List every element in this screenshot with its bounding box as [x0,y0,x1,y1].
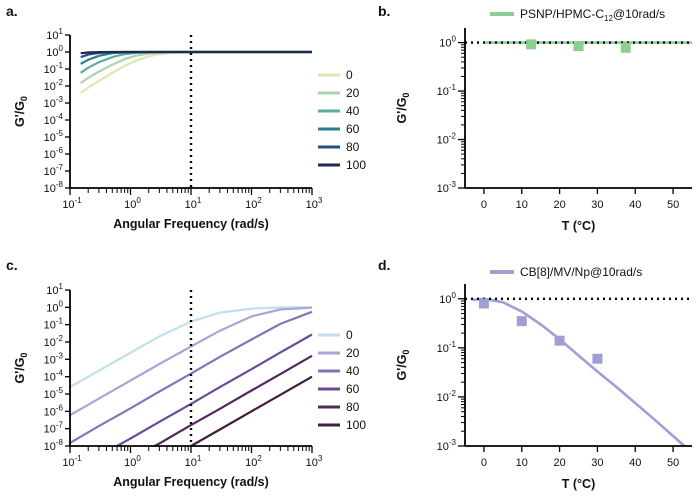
series-line-100 [190,375,313,447]
data-point [554,335,565,346]
y-axis-label: G'/G0 [395,350,411,381]
data-point [478,298,489,309]
legend-label: 60 [346,382,360,396]
x-tick-label: 40 [629,199,641,211]
y-tick-label: 10-3 [437,180,457,195]
x-tick-label: 50 [667,457,679,469]
y-tick-label: 10-7 [44,163,64,178]
legend-label: 100 [346,418,366,432]
x-axis-label: T (°C) [562,477,595,491]
y-tick-label: 10-2 [44,334,64,349]
series-line-20 [69,306,313,417]
y-axis-label: G'/G0 [13,353,29,384]
x-tick-label: 30 [591,457,603,469]
legend-label: 0 [346,328,353,342]
legend-label: 40 [346,104,360,118]
series-line-60 [116,333,313,447]
x-tick-label: 101 [185,196,202,211]
y-tick-label: 10-5 [44,386,64,401]
y-tick-label: 100 [439,291,456,306]
y-tick-label: 10-6 [44,146,64,161]
x-tick-label: 50 [667,199,679,211]
panel-label: a. [6,3,18,19]
data-point [620,42,631,53]
y-tick-label: 10-3 [437,438,457,453]
x-tick-label: 103 [306,454,323,469]
x-tick-label: 100 [124,196,141,211]
fit-line [472,297,686,447]
legend-label: 80 [346,140,360,154]
y-tick-label: 10-7 [44,421,64,436]
y-tick-label: 100 [439,35,456,50]
legend-label: 20 [346,346,360,360]
legend-label: 0 [346,68,353,82]
panel-c: c. 10-8 10-7 10-6 10-5 10-4 10-3 10-2 10-1 100 101… [6,257,366,489]
panel-a: a. 10-8 10-7 10-6 10-5 10-4 10-3 10-2 10-1 100 101… [6,3,366,231]
y-tick-label: 10-4 [44,112,64,127]
legend-label: CB[8]/MV/Np@10rad/s [520,265,642,279]
y-axis-label: G'/G0 [13,96,29,127]
y-tick-label: 10-8 [44,180,64,195]
legend-label: 20 [346,86,360,100]
panel-d: d. 10-3 10-2 10-1 100 0 10 20 30 40 50 T (°C) G'/G0 C… [378,257,692,491]
y-tick-label: 10-1 [437,83,457,98]
x-axis-label: T (°C) [562,219,595,233]
x-tick-label: 20 [553,199,565,211]
x-tick-label: 101 [185,454,202,469]
data-point [573,41,584,52]
y-tick-label: 10-2 [437,389,457,404]
y-tick-label: 10-8 [44,438,64,453]
legend-label: 80 [346,400,360,414]
y-tick-label: 10-6 [44,403,64,418]
x-tick-label: 0 [481,199,487,211]
y-tick-label: 10-3 [44,95,64,110]
data-point [516,316,527,327]
legend-label: 60 [346,122,360,136]
x-tick-label: 10-1 [62,196,82,211]
series-line-100 [80,50,312,55]
x-tick-label: 30 [591,199,603,211]
panel-b: b. 10-3 10-2 10-1 100 0 10 20 30 40 50 T (°C) G'/G0 P… [378,3,692,233]
y-tick-label: 10-1 [44,61,64,76]
x-tick-label: 103 [306,196,323,211]
x-axis-label: Angular Frequency (rad/s) [113,217,269,231]
x-tick-label: 20 [553,457,565,469]
y-tick-label: 10-1 [437,340,457,355]
data-point [592,353,603,364]
x-tick-label: 40 [629,457,641,469]
x-tick-label: 102 [245,454,262,469]
x-tick-label: 0 [481,457,487,469]
y-tick-label: 10-2 [44,78,64,93]
legend-label: 40 [346,364,360,378]
data-point [526,39,537,50]
legend-label: PSNP/HPMC-C12@10rad/s [520,7,665,23]
x-tick-label: 10 [516,199,528,211]
series-line-40 [69,310,313,444]
y-tick-label: 10-4 [44,369,64,384]
series-line-80 [154,354,313,447]
y-tick-label: 10-2 [437,132,457,147]
x-axis-label: Angular Frequency (rad/s) [113,475,269,489]
legend-label: 100 [346,158,366,172]
y-tick-label: 101 [46,282,63,297]
y-tick-label: 101 [46,27,63,42]
series-line-0 [80,50,312,94]
y-tick-label: 10-5 [44,129,64,144]
panel-label: b. [378,3,390,19]
panel-label: d. [378,257,390,273]
y-axis-label: G'/G0 [395,93,411,124]
x-tick-label: 10 [516,457,528,469]
y-tick-label: 10-1 [44,317,64,332]
y-tick-label: 10-3 [44,351,64,366]
x-tick-label: 100 [124,454,141,469]
x-tick-label: 102 [245,196,262,211]
x-tick-label: 10-1 [62,454,82,469]
panel-label: c. [6,257,18,273]
y-tick-label: 100 [46,44,63,59]
y-tick-label: 100 [46,299,63,314]
